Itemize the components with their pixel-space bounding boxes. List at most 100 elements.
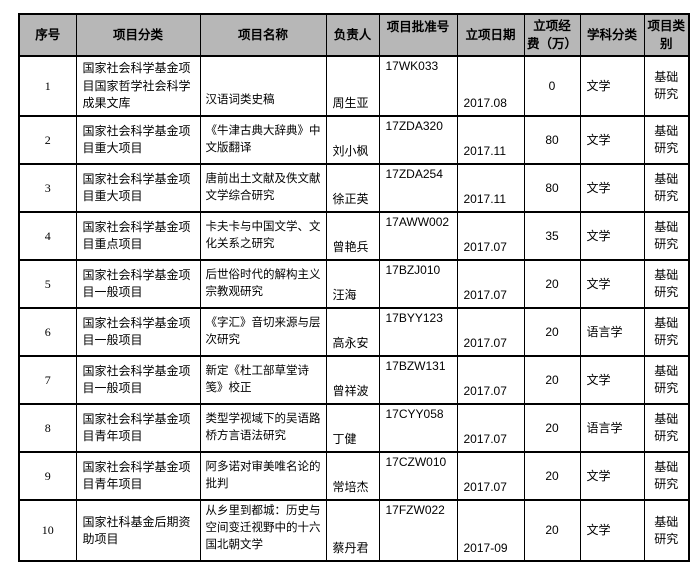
cell-category: 国家社会科学基金项目重大项目 <box>75 115 201 166</box>
table-row: 10 国家社科基金后期资助项目 从乡里到都城：历史与空间变迁视野中的十六国北朝文… <box>18 499 690 563</box>
cell-name: 汉语词类史稿 <box>199 55 327 118</box>
cell-date: 2017.07 <box>456 211 525 262</box>
cell-category: 国家社会科学基金项目青年项目 <box>75 403 201 454</box>
cell-funding: 20 <box>523 499 581 563</box>
cell-leader: 曾艳兵 <box>325 211 380 262</box>
cell-name: 阿多诺对审美唯名论的批判 <box>199 451 327 502</box>
column-header-category: 项目分类 <box>75 12 201 58</box>
column-header-leader: 负责人 <box>325 12 380 58</box>
cell-category: 国家社科基金后期资助项目 <box>75 499 201 563</box>
cell-category: 国家社会科学基金项目国家哲学社会科学成果文库 <box>75 55 201 118</box>
table-row: 1 国家社会科学基金项目国家哲学社会科学成果文库 汉语词类史稿 周生亚 17WK… <box>18 55 690 118</box>
table-row: 7 国家社会科学基金项目一般项目 新定《杜工部草堂诗笺》校正 曾祥波 17BZW… <box>18 355 690 406</box>
cell-grant-no: 17BZJ010 <box>378 259 458 310</box>
cell-type: 基础研究 <box>643 451 690 502</box>
cell-category: 国家社会科学基金项目一般项目 <box>75 259 201 310</box>
cell-serial: 3 <box>18 163 77 214</box>
cell-category: 国家社会科学基金项目一般项目 <box>75 355 201 406</box>
cell-leader: 蔡丹君 <box>325 499 380 563</box>
table-row: 3 国家社会科学基金项目重大项目 唐前出土文献及佚文献文学综合研究 徐正英 17… <box>18 163 690 214</box>
cell-name: 类型学视域下的吴语路桥方言语法研究 <box>199 403 327 454</box>
cell-name: 唐前出土文献及佚文献文学综合研究 <box>199 163 327 214</box>
cell-name: 《牛津古典大辞典》中文版翻译 <box>199 115 327 166</box>
cell-discipline: 语言学 <box>579 307 645 358</box>
cell-date: 2017.07 <box>456 451 525 502</box>
cell-grant-no: 17AWW002 <box>378 211 458 262</box>
cell-name: 《字汇》音切来源与层次研究 <box>199 307 327 358</box>
cell-leader: 刘小枫 <box>325 115 380 166</box>
table-header-row: 序号 项目分类 项目名称 负责人 项目批准号 立项日期 立项经 费（万） 学科分… <box>18 12 690 58</box>
cell-date: 2017.08 <box>456 55 525 118</box>
cell-discipline: 文学 <box>579 355 645 406</box>
cell-serial: 9 <box>18 451 77 502</box>
cell-category: 国家社会科学基金项目重大项目 <box>75 163 201 214</box>
cell-serial: 5 <box>18 259 77 310</box>
column-header-discipline: 学科分类 <box>579 12 645 58</box>
cell-funding: 20 <box>523 259 581 310</box>
cell-grant-no: 17BZW131 <box>378 355 458 406</box>
cell-grant-no: 17ZDA320 <box>378 115 458 166</box>
cell-date: 2017.11 <box>456 115 525 166</box>
cell-date: 2017.07 <box>456 355 525 406</box>
cell-leader: 曾祥波 <box>325 355 380 406</box>
cell-discipline: 文学 <box>579 211 645 262</box>
cell-leader: 徐正英 <box>325 163 380 214</box>
cell-discipline: 文学 <box>579 115 645 166</box>
cell-type: 基础研究 <box>643 307 690 358</box>
cell-name: 卡夫卡与中国文学、文化关系之研究 <box>199 211 327 262</box>
cell-leader: 常培杰 <box>325 451 380 502</box>
cell-date: 2017.07 <box>456 307 525 358</box>
cell-date: 2017.07 <box>456 259 525 310</box>
column-header-date: 立项日期 <box>456 12 525 58</box>
cell-leader: 周生亚 <box>325 55 380 118</box>
cell-type: 基础研究 <box>643 259 690 310</box>
cell-discipline: 文学 <box>579 259 645 310</box>
cell-funding: 80 <box>523 163 581 214</box>
cell-grant-no: 17BYY123 <box>378 307 458 358</box>
cell-leader: 高永安 <box>325 307 380 358</box>
cell-category: 国家社会科学基金项目一般项目 <box>75 307 201 358</box>
cell-type: 基础研究 <box>643 55 690 118</box>
funded-projects-table: 序号 项目分类 项目名称 负责人 项目批准号 立项日期 立项经 费（万） 学科分… <box>18 12 690 563</box>
cell-funding: 0 <box>523 55 581 118</box>
cell-grant-no: 17CYY058 <box>378 403 458 454</box>
cell-category: 国家社会科学基金项目重点项目 <box>75 211 201 262</box>
cell-type: 基础研究 <box>643 163 690 214</box>
cell-serial: 8 <box>18 403 77 454</box>
table-row: 5 国家社会科学基金项目一般项目 后世俗时代的解构主义宗教观研究 汪海 17BZ… <box>18 259 690 310</box>
cell-serial: 4 <box>18 211 77 262</box>
cell-type: 基础研究 <box>643 355 690 406</box>
cell-date: 2017-09 <box>456 499 525 563</box>
column-header-name: 项目名称 <box>199 12 327 58</box>
cell-serial: 6 <box>18 307 77 358</box>
table-row: 2 国家社会科学基金项目重大项目 《牛津古典大辞典》中文版翻译 刘小枫 17ZD… <box>18 115 690 166</box>
cell-funding: 20 <box>523 451 581 502</box>
cell-date: 2017.07 <box>456 403 525 454</box>
cell-funding: 35 <box>523 211 581 262</box>
cell-type: 基础研究 <box>643 115 690 166</box>
cell-serial: 10 <box>18 499 77 563</box>
cell-date: 2017.11 <box>456 163 525 214</box>
table-row: 8 国家社会科学基金项目青年项目 类型学视域下的吴语路桥方言语法研究 丁健 17… <box>18 403 690 454</box>
table-row: 4 国家社会科学基金项目重点项目 卡夫卡与中国文学、文化关系之研究 曾艳兵 17… <box>18 211 690 262</box>
cell-type: 基础研究 <box>643 499 690 563</box>
cell-discipline: 文学 <box>579 451 645 502</box>
cell-grant-no: 17ZDA254 <box>378 163 458 214</box>
cell-funding: 20 <box>523 355 581 406</box>
cell-discipline: 文学 <box>579 55 645 118</box>
cell-name: 新定《杜工部草堂诗笺》校正 <box>199 355 327 406</box>
cell-name: 后世俗时代的解构主义宗教观研究 <box>199 259 327 310</box>
cell-serial: 7 <box>18 355 77 406</box>
column-header-funding: 立项经 费（万） <box>523 12 581 58</box>
cell-funding: 20 <box>523 307 581 358</box>
cell-name: 从乡里到都城：历史与空间变迁视野中的十六国北朝文学 <box>199 499 327 563</box>
cell-type: 基础研究 <box>643 403 690 454</box>
cell-serial: 2 <box>18 115 77 166</box>
cell-category: 国家社会科学基金项目青年项目 <box>75 451 201 502</box>
cell-serial: 1 <box>18 55 77 118</box>
cell-leader: 汪海 <box>325 259 380 310</box>
cell-discipline: 文学 <box>579 163 645 214</box>
column-header-serial: 序号 <box>18 12 77 58</box>
cell-funding: 20 <box>523 403 581 454</box>
